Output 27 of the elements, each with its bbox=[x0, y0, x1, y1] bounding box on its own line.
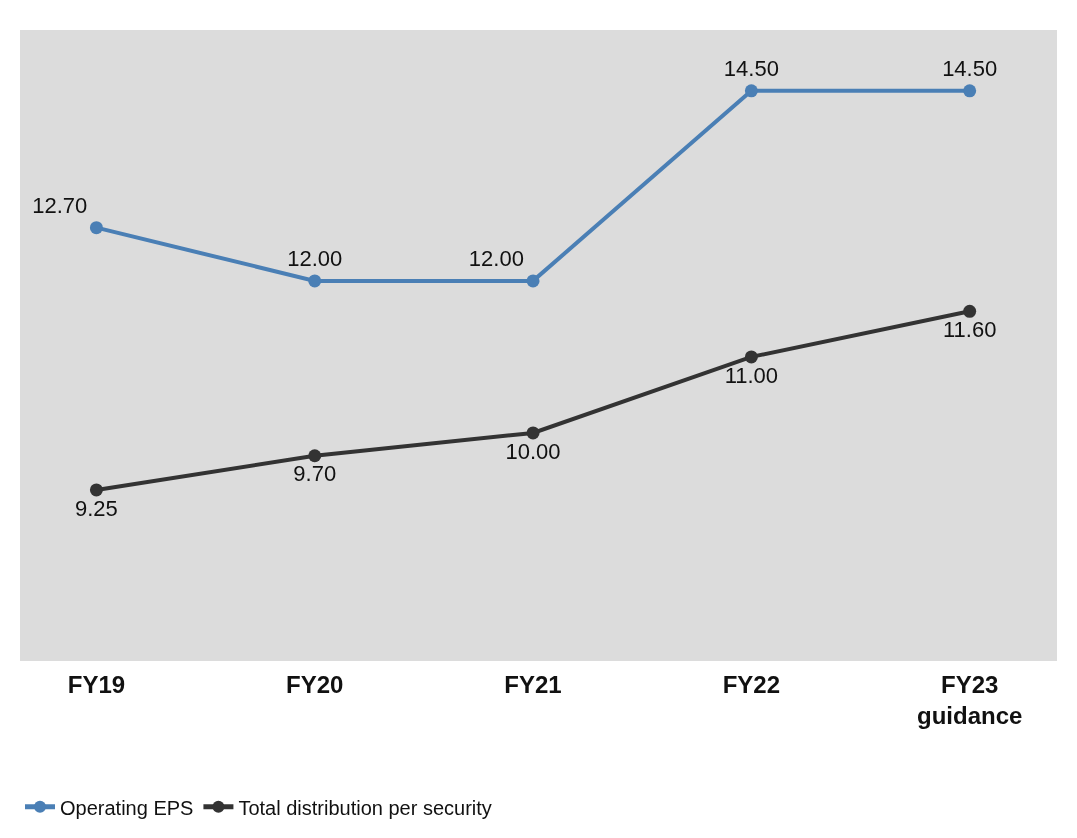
data-label: 14.50 bbox=[942, 56, 998, 82]
data-label: 12.00 bbox=[287, 246, 343, 272]
data-label: 14.50 bbox=[723, 56, 779, 82]
data-label: 9.70 bbox=[293, 461, 337, 487]
point bbox=[308, 449, 322, 463]
point bbox=[526, 274, 540, 288]
point bbox=[963, 304, 977, 318]
x-tick-label: FY22 bbox=[722, 670, 781, 698]
data-label: 12.00 bbox=[468, 246, 524, 272]
data-label: 12.70 bbox=[32, 193, 88, 219]
data-label: 10.00 bbox=[505, 438, 561, 464]
point bbox=[89, 221, 103, 235]
point bbox=[308, 274, 322, 288]
data-label: 11.60 bbox=[942, 316, 997, 342]
point bbox=[744, 84, 758, 98]
legend-label: Operating EPS bbox=[60, 796, 194, 819]
point bbox=[89, 483, 103, 497]
point bbox=[963, 84, 977, 98]
point bbox=[526, 426, 540, 440]
x-tick-label: FY23 guidance bbox=[916, 670, 1023, 729]
x-tick-label: FY21 bbox=[504, 670, 562, 698]
x-tick-label: FY20 bbox=[286, 670, 344, 698]
data-label: 9.25 bbox=[75, 495, 118, 521]
data-label: 11.00 bbox=[724, 362, 779, 388]
point bbox=[744, 350, 758, 364]
legend-label: Total distribution per security bbox=[238, 796, 492, 819]
x-tick-label: FY19 bbox=[67, 670, 126, 698]
